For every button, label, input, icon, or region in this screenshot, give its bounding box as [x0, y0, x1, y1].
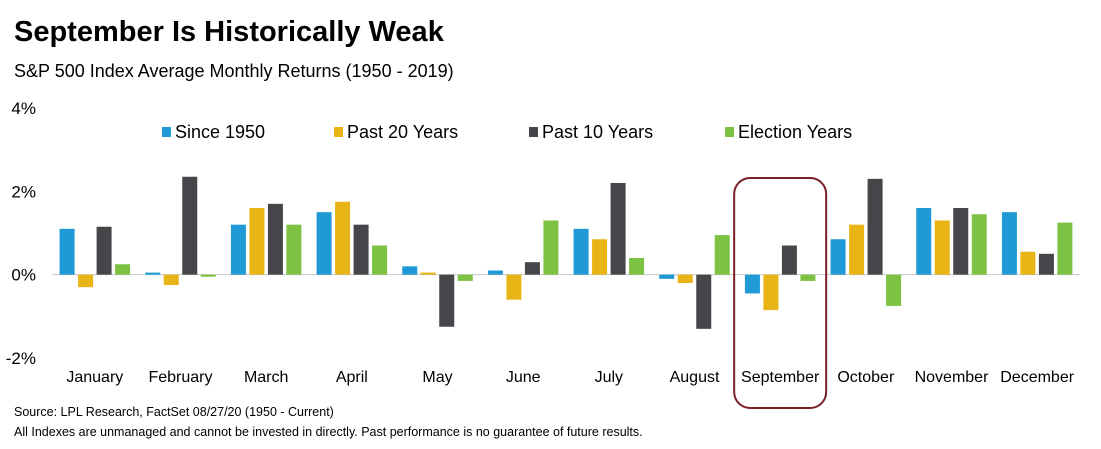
bar-past-10-years-august — [696, 274, 712, 329]
bar-past-20-years-october — [849, 224, 865, 275]
bar-past-20-years-april — [335, 201, 351, 275]
bar-since-1950-may — [402, 266, 418, 275]
bar-since-1950-february — [145, 272, 161, 275]
source-note: Source: LPL Research, FactSet 08/27/20 (… — [14, 405, 334, 419]
bar-since-1950-november — [916, 208, 932, 275]
bar-past-10-years-december — [1038, 253, 1054, 275]
bar-election-years-december — [1057, 222, 1073, 275]
y-tick-label: -2% — [6, 349, 36, 368]
bar-past-20-years-november — [934, 220, 950, 275]
bar-election-years-february — [200, 274, 216, 277]
bar-past-10-years-march — [267, 203, 283, 275]
bar-since-1950-october — [830, 239, 846, 275]
chart-title: September Is Historically Weak — [14, 16, 444, 48]
x-tick-label: February — [148, 369, 212, 386]
bar-since-1950-september — [744, 274, 760, 294]
legend-swatch — [162, 127, 171, 137]
bar-past-10-years-september — [781, 245, 797, 275]
x-tick-label: August — [670, 369, 720, 386]
bar-past-20-years-september — [763, 274, 779, 311]
legend-label: Past 20 Years — [347, 122, 458, 142]
x-tick-label: March — [244, 369, 288, 386]
bar-past-10-years-january — [96, 226, 112, 275]
bar-election-years-july — [629, 258, 645, 275]
bar-since-1950-june — [487, 270, 503, 275]
bar-since-1950-july — [573, 228, 589, 275]
bar-past-20-years-july — [592, 239, 608, 275]
bar-election-years-november — [971, 214, 987, 275]
y-tick-label: 2% — [11, 182, 36, 201]
legend-swatch — [725, 127, 734, 137]
bar-past-10-years-november — [953, 208, 969, 275]
x-tick-label: November — [915, 369, 989, 386]
legend-swatch — [529, 127, 538, 137]
bar-past-20-years-march — [249, 208, 265, 275]
x-tick-label: December — [1000, 369, 1074, 386]
bar-past-20-years-august — [677, 274, 693, 283]
x-tick-label: May — [422, 369, 452, 386]
bar-past-20-years-may — [420, 272, 436, 275]
bar-past-20-years-june — [506, 274, 522, 300]
bar-since-1950-august — [659, 274, 675, 279]
bar-election-years-april — [372, 245, 388, 275]
legend-swatch — [334, 127, 343, 137]
x-tick-label: January — [66, 369, 123, 386]
bar-election-years-january — [115, 264, 131, 275]
bar-election-years-september — [800, 274, 816, 281]
legend-label: Past 10 Years — [542, 122, 653, 142]
legend-label: Since 1950 — [175, 122, 265, 142]
bar-election-years-june — [543, 220, 559, 275]
bar-since-1950-january — [59, 228, 75, 275]
bar-election-years-march — [286, 224, 302, 275]
x-tick-label: June — [506, 369, 541, 386]
bar-past-10-years-february — [182, 176, 198, 275]
bar-past-10-years-april — [353, 224, 369, 275]
y-tick-label: 4% — [11, 99, 36, 118]
x-tick-label: October — [837, 369, 895, 386]
bar-past-10-years-june — [524, 262, 540, 275]
bar-election-years-august — [714, 235, 730, 275]
y-tick-label: 0% — [11, 266, 36, 285]
bar-past-10-years-may — [439, 274, 455, 327]
disclaimer-note: All Indexes are unmanaged and cannot be … — [14, 425, 643, 439]
x-tick-label: September — [741, 369, 820, 386]
bar-election-years-may — [457, 274, 473, 281]
bar-since-1950-december — [1001, 212, 1017, 275]
x-tick-label: April — [336, 369, 368, 386]
bar-since-1950-april — [316, 212, 332, 275]
bar-past-20-years-february — [163, 274, 179, 286]
bar-past-10-years-july — [610, 183, 626, 275]
bar-election-years-october — [886, 274, 902, 306]
chart-subtitle: S&P 500 Index Average Monthly Returns (1… — [14, 61, 454, 81]
x-tick-label: July — [595, 369, 623, 386]
legend-label: Election Years — [738, 122, 852, 142]
bar-past-20-years-january — [78, 274, 94, 288]
bar-since-1950-march — [230, 224, 246, 275]
september-highlight-box — [733, 177, 828, 409]
bar-past-10-years-october — [867, 178, 883, 275]
bar-past-20-years-december — [1020, 251, 1036, 275]
